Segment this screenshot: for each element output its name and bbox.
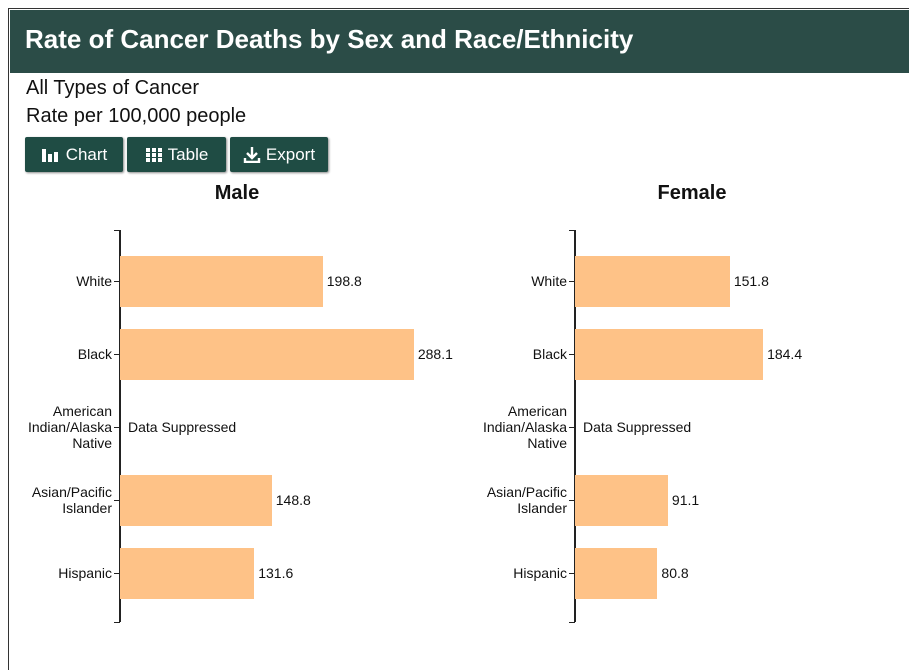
table-button[interactable]: Table: [127, 137, 226, 172]
subtitle: All Types of Cancer: [26, 77, 200, 99]
export-button[interactable]: Export: [230, 137, 328, 172]
frame: [8, 8, 909, 670]
value-label: 148.8: [275, 492, 311, 508]
y-tick: [114, 354, 120, 355]
value-label: 288.1: [417, 346, 453, 362]
value-label: 184.4: [767, 346, 803, 362]
chart-icon: [41, 148, 58, 162]
y-tick-label: American Indian/Alaska Native: [482, 403, 567, 451]
value-label: 131.6: [258, 565, 294, 581]
y-tick-label: Hispanic: [58, 565, 112, 581]
y-tick-label: White: [76, 273, 112, 289]
y-tick-label: Hispanic: [513, 565, 567, 581]
value-label: 198.8: [326, 273, 362, 289]
bar: [120, 548, 255, 599]
y-axis: [574, 230, 576, 622]
y-tick: [569, 427, 575, 428]
y-tick: [569, 281, 575, 282]
header: Rate of Cancer Deaths by Sex and Race/Et…: [10, 10, 909, 73]
y-tick-label: American Indian/Alaska Native: [27, 403, 112, 451]
page-title: Rate of Cancer Deaths by Sex and Race/Et…: [25, 24, 634, 54]
value-label: 91.1: [671, 492, 700, 508]
value-label: Data Suppressed: [583, 419, 692, 435]
y-tick: [114, 427, 120, 428]
button-label: Chart: [65, 144, 108, 164]
axis-cap: [569, 230, 575, 231]
bar: [575, 329, 764, 380]
bar: [120, 475, 272, 526]
axis-cap: [569, 622, 575, 623]
bar: [120, 329, 414, 380]
y-tick-label: Black: [532, 346, 567, 362]
y-tick: [569, 573, 575, 574]
value-label: 80.8: [661, 565, 689, 581]
y-tick: [569, 500, 575, 501]
bar: [575, 256, 730, 307]
axis-cap: [114, 230, 120, 231]
button-label: Table: [167, 144, 209, 164]
subtitle: Rate per 100,000 people: [26, 105, 247, 127]
chart-button[interactable]: Chart: [25, 137, 123, 172]
y-tick-label: Asian/Pacific Islander: [31, 484, 112, 516]
axis-cap: [114, 622, 120, 623]
y-tick: [114, 573, 120, 574]
y-tick-label: Asian/Pacific Islander: [486, 484, 567, 516]
y-axis: [119, 230, 121, 622]
button-label: Export: [265, 144, 316, 164]
y-tick: [569, 354, 575, 355]
y-tick-label: Black: [77, 346, 112, 362]
bar: [120, 256, 323, 307]
value-label: 151.8: [733, 273, 769, 289]
y-tick: [114, 500, 120, 501]
chart-title: Male: [214, 182, 260, 204]
chart-title: Female: [657, 182, 727, 204]
export-icon: [243, 147, 261, 163]
bar: [575, 475, 668, 526]
value-label: Data Suppressed: [128, 419, 237, 435]
table-icon: [145, 147, 162, 162]
y-tick-label: White: [531, 273, 567, 289]
y-tick: [114, 281, 120, 282]
bar: [575, 548, 658, 599]
